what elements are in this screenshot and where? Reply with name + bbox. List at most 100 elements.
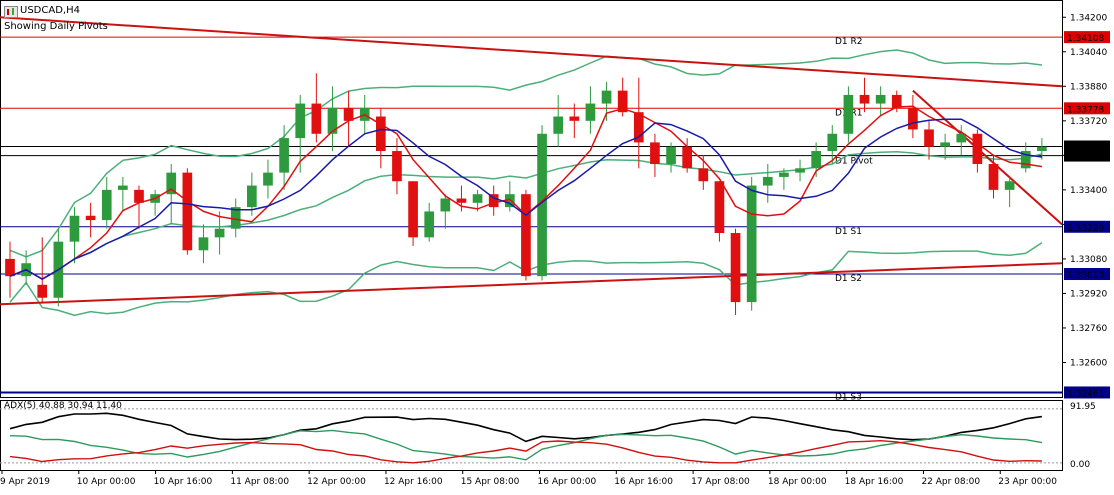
candle-body [69, 215, 80, 242]
candle-body [263, 172, 273, 186]
x-tick-label: 18 Apr 00:00 [768, 477, 827, 487]
price-tag [1064, 386, 1110, 399]
candle-body [1004, 181, 1015, 190]
price-tag [1064, 31, 1110, 44]
candle-body [521, 194, 531, 277]
price-tag [1064, 149, 1110, 162]
current-price-tag [1064, 140, 1110, 153]
y-tick-label: 1.32760 [1070, 324, 1107, 334]
x-tick-label: 16 Apr 16:00 [614, 477, 673, 487]
candle-body [585, 103, 596, 121]
candle-body [327, 107, 338, 134]
trendline-resistance [912, 89, 1063, 226]
candle-body [827, 133, 838, 152]
candle-body [714, 181, 725, 234]
pivot-subtitle: Showing Daily Pivots [4, 21, 108, 32]
candle-body [166, 172, 177, 195]
candle-body [795, 168, 805, 173]
y-tick-label: 1.33400 [1070, 186, 1107, 196]
candle-body [698, 168, 709, 182]
candle-body [101, 189, 112, 221]
price-tag-text: 1.33010 [1067, 271, 1104, 281]
price-tag [1064, 268, 1110, 281]
x-tick-label: 12 Apr 00:00 [307, 477, 366, 487]
candle-body [198, 237, 209, 251]
price-tag-text: 1.33778 [1067, 105, 1104, 115]
adx-plus-di [9, 429, 1043, 461]
candle-body [972, 133, 983, 164]
price-tag [1064, 220, 1110, 233]
candle-body [666, 146, 676, 164]
candle-body [1037, 146, 1047, 152]
pivot-label: D1 Pivot [835, 157, 873, 167]
candle-body [343, 107, 354, 121]
y-tick-label: 1.33080 [1070, 255, 1107, 265]
candle-body [779, 172, 789, 177]
y-tick-label: 1.34200 [1070, 13, 1107, 23]
ma-slow [9, 118, 1043, 280]
candle-body [682, 146, 693, 169]
candle-body [569, 116, 580, 121]
pivot-label: D1 S3 [835, 392, 862, 402]
candle-body [730, 233, 741, 303]
y-tick-label: 1.32600 [1070, 358, 1107, 368]
adx-indicator-label: ADX(5) 40.88 30.94 11.40 [4, 401, 122, 411]
adx-max-label: 91.95 [1070, 402, 1096, 412]
candle-body [940, 142, 950, 147]
candle-body [1020, 151, 1031, 169]
candle-body [891, 94, 902, 108]
candle-body [440, 198, 451, 212]
candle-body [424, 211, 435, 238]
bollinger-upper [9, 49, 1042, 258]
candle-body [633, 112, 644, 143]
x-tick-label: 17 Apr 08:00 [691, 477, 750, 487]
candle-body [859, 94, 870, 104]
candle-body [601, 90, 612, 104]
y-tick-label: 1.34040 [1070, 48, 1107, 58]
x-tick-label: 10 Apr 16:00 [154, 477, 213, 487]
price-tag-text: 1.32461 [1067, 389, 1104, 399]
candle-body [488, 194, 499, 208]
candle-body [875, 94, 886, 104]
candle-body [5, 258, 15, 277]
candle-body [472, 194, 483, 203]
candle-body [746, 185, 757, 303]
x-tick-label: 23 Apr 00:00 [998, 477, 1057, 487]
price-tag-text: 1.34108 [1067, 34, 1104, 44]
price-tag-text: 1.33229 [1067, 224, 1104, 234]
adx-min-label: 0.00 [1070, 460, 1090, 470]
x-tick-label: 16 Apr 00:00 [538, 477, 597, 487]
candle-body [85, 215, 96, 221]
candle-body [214, 228, 225, 238]
candle-body [843, 94, 854, 134]
candle-body [118, 185, 128, 190]
price-tag [1064, 102, 1110, 115]
pivot-label: D1 R2 [835, 37, 863, 47]
adx-minus-di [9, 439, 1042, 464]
candle-body [37, 284, 48, 298]
price-tag-text: 1.33559 [1067, 153, 1104, 163]
candle-body [553, 116, 564, 134]
x-tick-label: 10 Apr 00:00 [77, 477, 136, 487]
bollinger-middle [9, 150, 1043, 280]
chart-symbol-icon [4, 6, 18, 18]
candle-body [811, 151, 821, 169]
candle-body [762, 176, 773, 186]
y-tick-label: 1.32920 [1070, 289, 1107, 299]
pivot-label: D1 S1 [835, 227, 862, 237]
candle-body [908, 107, 918, 130]
current-price-text: 1.33601 [1067, 144, 1104, 154]
candle-body [408, 181, 418, 238]
candle-body [134, 189, 144, 203]
x-tick-label: 12 Apr 16:00 [384, 477, 443, 487]
symbol-title: USDCAD,H4 [20, 5, 80, 16]
x-tick-label: 22 Apr 08:00 [921, 477, 980, 487]
candle-body [279, 138, 289, 173]
y-tick-label: 1.33880 [1070, 82, 1107, 92]
candle-body [311, 103, 322, 134]
candle-body [504, 194, 515, 208]
candle-body [988, 163, 999, 190]
candle-body [537, 133, 547, 277]
